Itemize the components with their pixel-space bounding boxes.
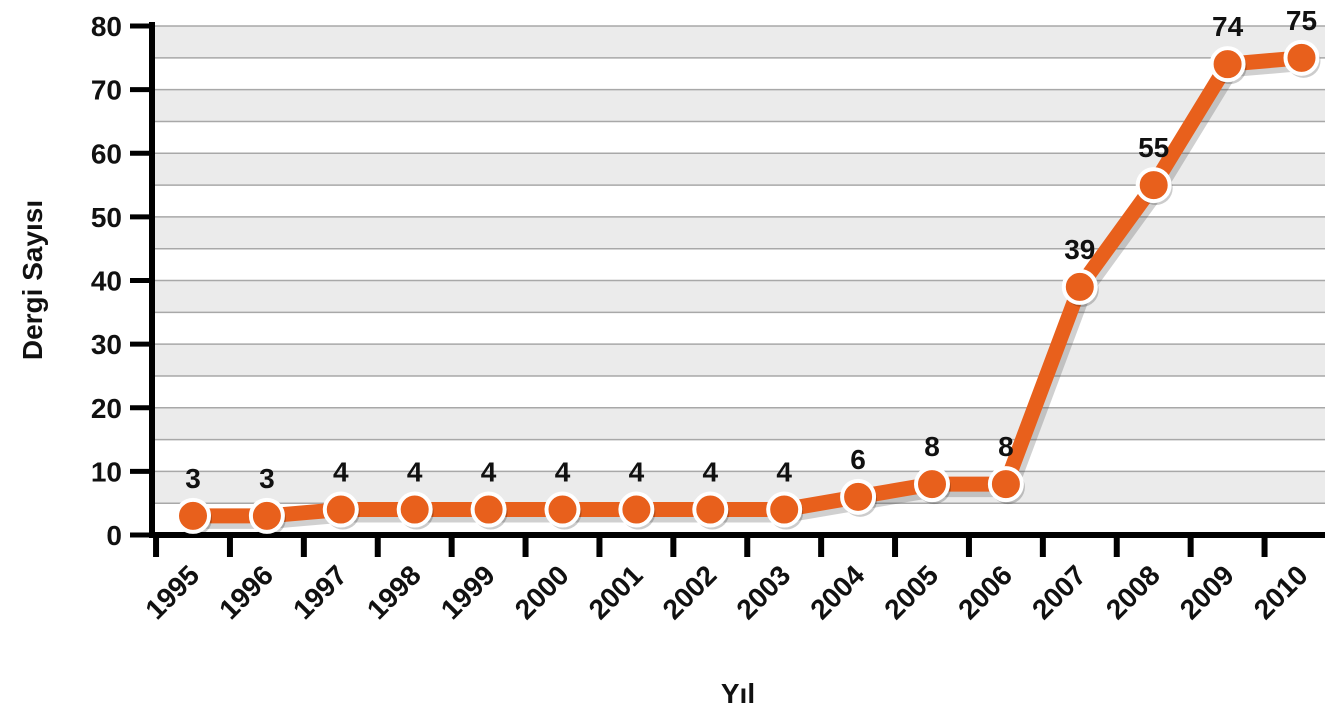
data-label: 3	[185, 463, 201, 494]
y-tick-label: 40	[91, 266, 122, 297]
x-tick-label: 2006	[952, 559, 1018, 625]
grid-band	[152, 89, 1325, 122]
data-label: 6	[850, 444, 866, 475]
data-label: 4	[703, 457, 719, 488]
data-point	[396, 491, 433, 528]
plot-background	[152, 26, 1325, 504]
grid-band	[152, 407, 1325, 440]
data-label: 75	[1286, 5, 1317, 36]
data-label: 4	[407, 457, 423, 488]
data-label: 3	[259, 463, 275, 494]
data-label: 4	[629, 457, 645, 488]
x-tick-label: 2005	[878, 559, 944, 625]
data-label: 4	[776, 457, 792, 488]
x-tick-label: 1999	[435, 559, 501, 625]
y-tick-label: 70	[91, 75, 122, 106]
y-tick-label: 60	[91, 138, 122, 169]
x-tick-label: 2003	[730, 559, 796, 625]
data-point	[840, 478, 877, 515]
data-point	[1209, 46, 1246, 83]
data-label: 55	[1138, 132, 1169, 163]
x-tick-label: 2000	[509, 559, 575, 625]
data-label: 4	[333, 457, 349, 488]
x-tick-label: 2007	[1026, 559, 1092, 625]
x-tick-label: 2004	[804, 559, 870, 625]
data-point	[1135, 167, 1172, 204]
data-label: 8	[924, 431, 940, 462]
x-tick-label: 2002	[657, 559, 723, 625]
grid-band	[152, 216, 1325, 249]
y-tick-label: 80	[91, 11, 122, 42]
data-label: 8	[998, 431, 1014, 462]
data-point	[766, 491, 803, 528]
grid-band	[152, 344, 1325, 376]
y-axis-ticks: 0 10 20 30 40 50 60 70 80	[91, 11, 152, 551]
data-point	[544, 491, 581, 528]
data-point	[322, 491, 359, 528]
data-points	[175, 39, 1321, 536]
y-tick-label: 20	[91, 393, 122, 424]
data-point	[987, 466, 1024, 503]
x-axis-title: Yıl	[721, 678, 755, 709]
data-point	[692, 491, 729, 528]
data-point	[470, 491, 507, 528]
data-point	[1061, 268, 1098, 305]
y-axis-title: Dergi Sayısı	[17, 200, 48, 360]
y-tick-label: 50	[91, 202, 122, 233]
grid-band	[152, 280, 1325, 313]
data-point	[248, 497, 285, 534]
series-line-group	[185, 50, 1309, 529]
data-point	[914, 466, 950, 503]
grid-band	[152, 26, 1325, 58]
data-point	[175, 497, 211, 534]
data-point	[618, 491, 655, 528]
data-label: 4	[481, 457, 497, 488]
x-tick-label: 1998	[361, 559, 427, 625]
grid-band	[152, 153, 1325, 186]
x-tick-label: 2009	[1174, 559, 1240, 625]
x-tick-label: 1995	[139, 559, 205, 625]
x-tick-label: 2008	[1100, 559, 1166, 625]
y-tick-label: 10	[91, 456, 122, 487]
data-point	[1283, 39, 1320, 76]
gridlines	[152, 25, 1325, 504]
series-line	[185, 50, 1309, 524]
data-label: 4	[555, 457, 571, 488]
y-tick-label: 30	[91, 329, 122, 360]
x-tick-label: 2001	[583, 559, 649, 625]
y-tick-label: 0	[106, 520, 122, 551]
data-labels: 3 3 4 4 4 4 4 4 4 6 8 8 39 55 74 75	[185, 5, 1317, 494]
data-label: 39	[1064, 234, 1095, 265]
x-tick-label: 2010	[1248, 559, 1314, 625]
x-tick-label: 1996	[213, 559, 279, 625]
x-axis-ticks: 1995 1996 1997 1998 1999 2000 2001 2002 2003 2004…	[139, 535, 1314, 625]
x-tick-label: 1997	[287, 559, 353, 625]
data-label: 74	[1212, 11, 1244, 42]
